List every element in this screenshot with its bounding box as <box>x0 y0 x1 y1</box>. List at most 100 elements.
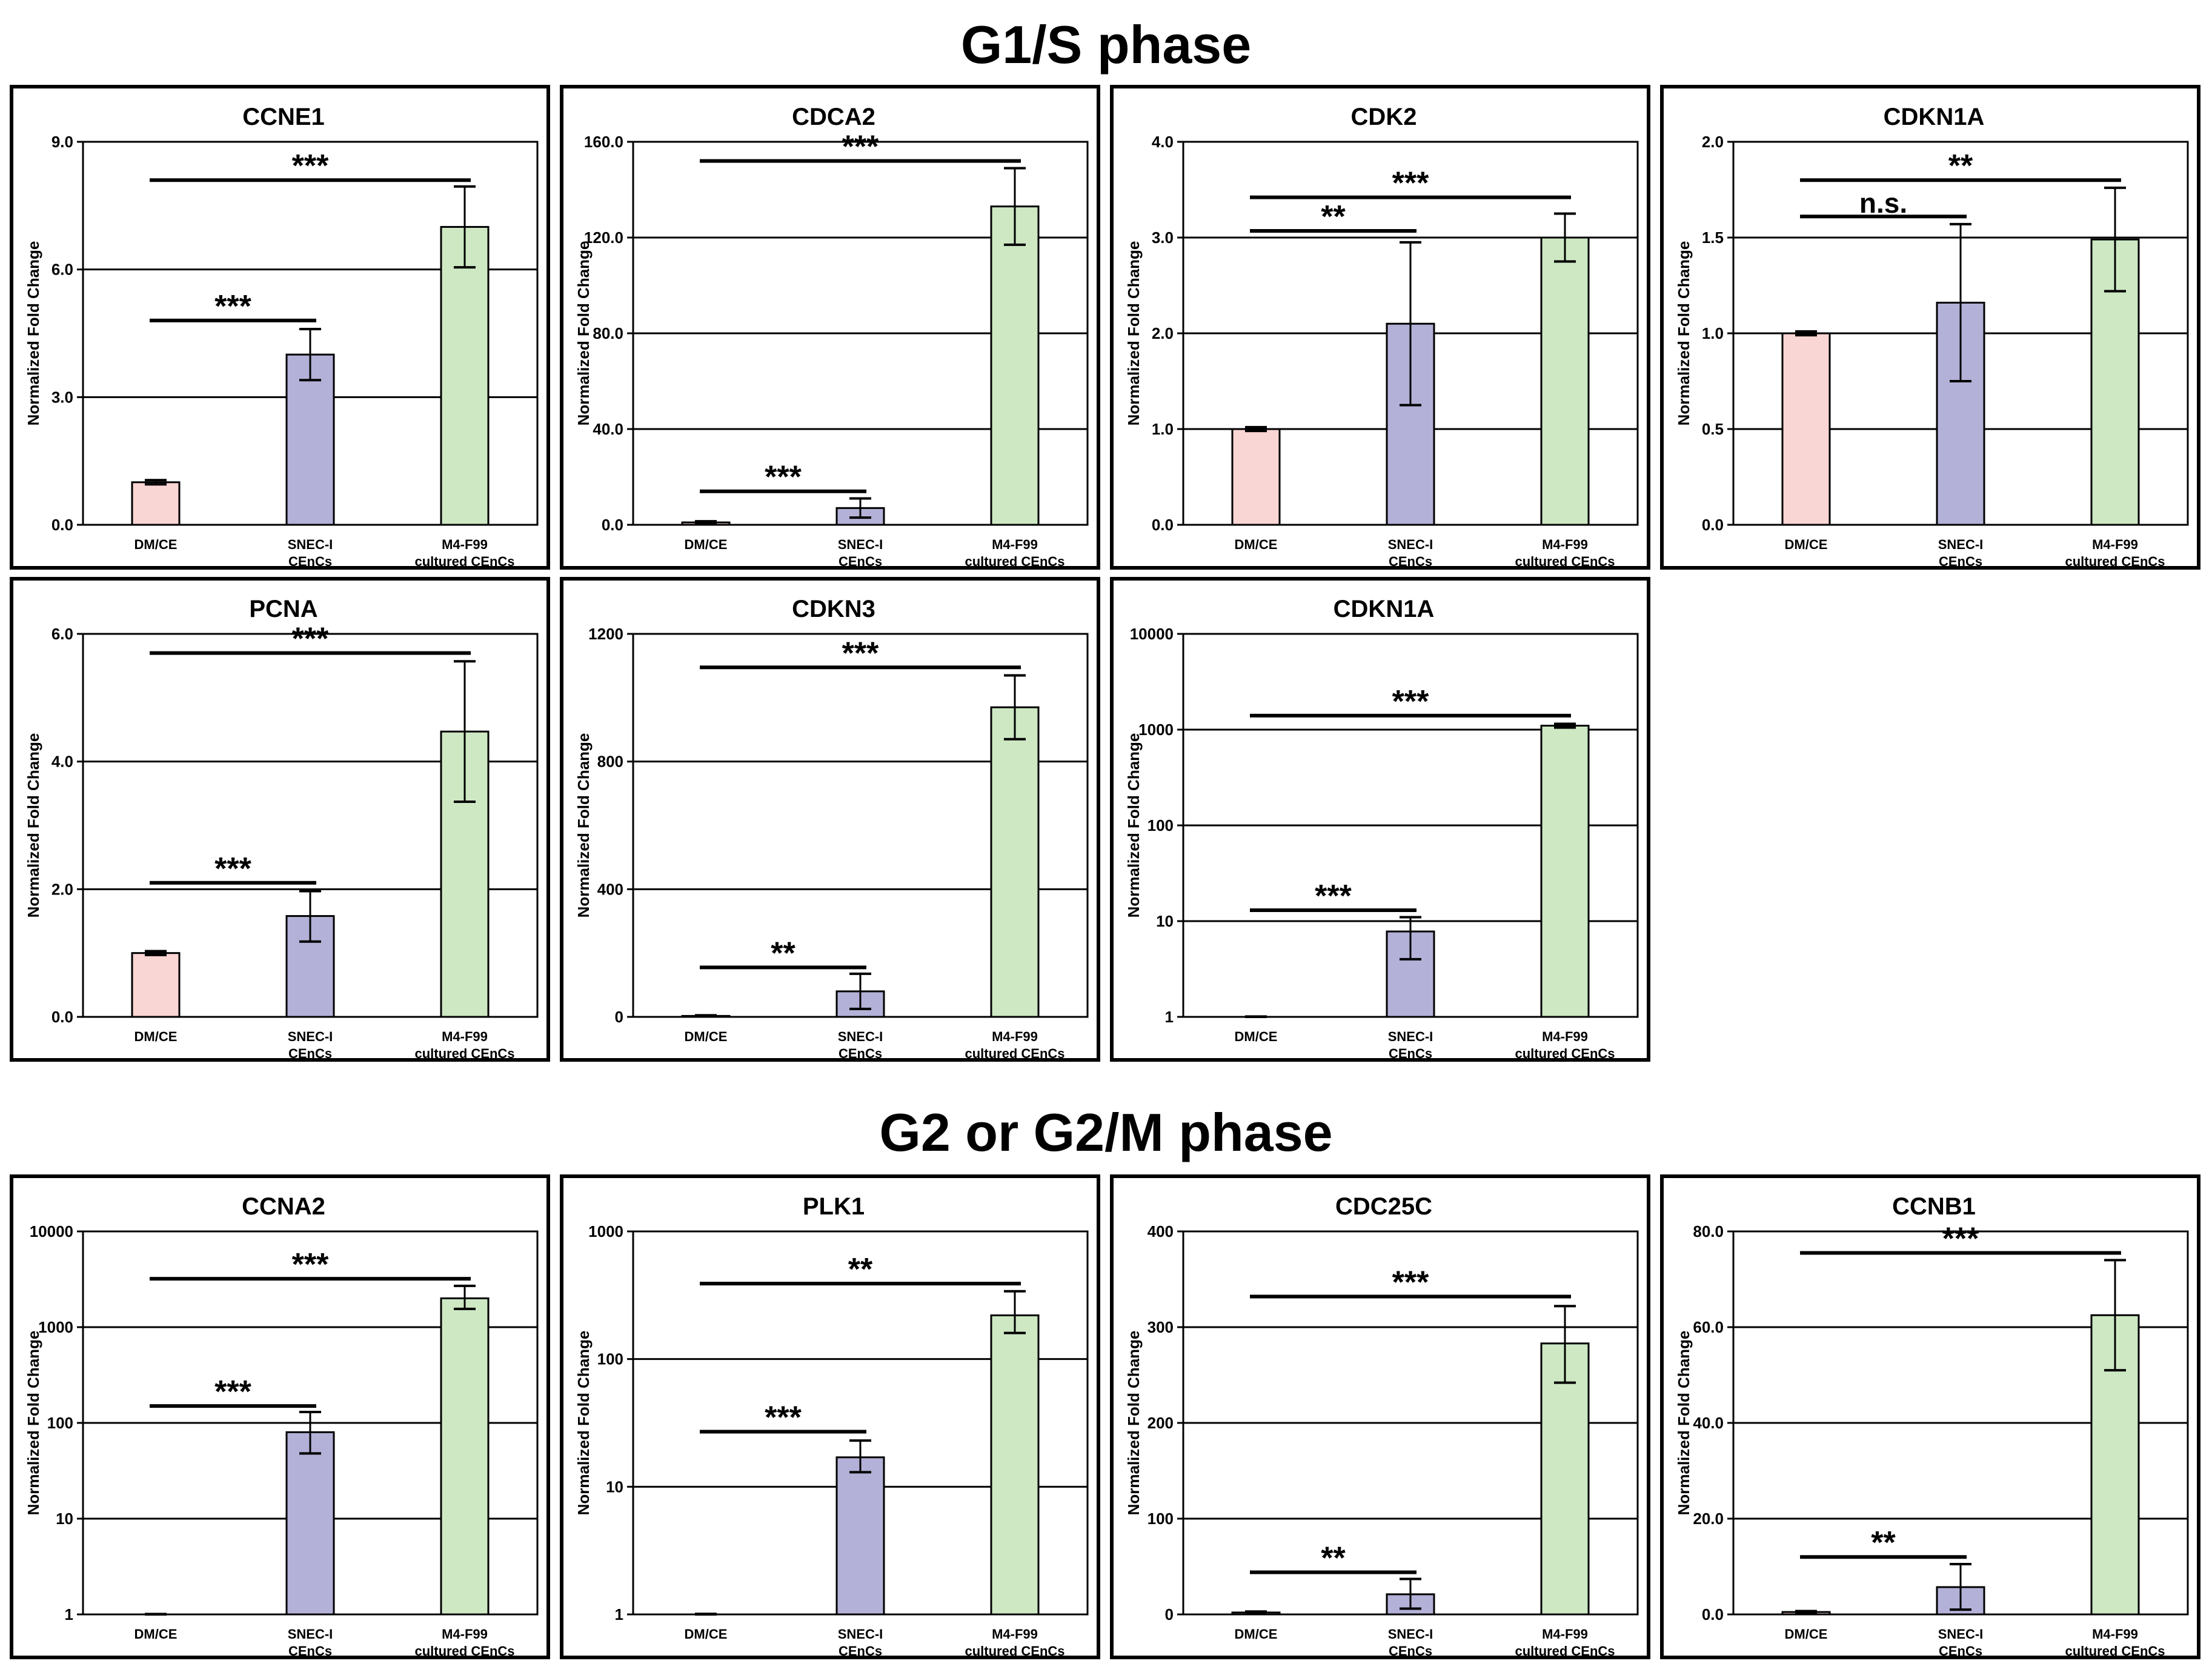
bar-3 <box>440 730 490 1018</box>
category-label: SNEC-I <box>288 537 333 552</box>
category-label: SNEC-I <box>288 1029 333 1044</box>
chart-title: PLK1 <box>803 1193 865 1220</box>
y-tick-label: 2.0 <box>51 880 73 898</box>
y-tick-label: 10000 <box>30 1222 73 1240</box>
bar-3 <box>440 1297 490 1616</box>
category-label: DM/CE <box>135 537 178 552</box>
chart-svg: CCNB1 Normalized Fold Change 0.0 20.0 40.0 60… <box>1675 1193 2189 1659</box>
y-axis-label: Normalized Fold Change <box>1675 241 1693 426</box>
bar-3 <box>440 225 490 526</box>
y-tick-label: 400 <box>597 880 623 898</box>
category-label: cultured CEnCs <box>2065 1643 2165 1659</box>
category-label: DM/CE <box>685 537 728 552</box>
category-label: cultured CEnCs <box>965 1643 1064 1659</box>
significance-label: ** <box>1321 199 1346 235</box>
category-label: SNEC-I <box>838 1029 883 1044</box>
category-label: SNEC-I <box>1388 1627 1433 1642</box>
category-label: DM/CE <box>135 1029 178 1044</box>
significance-label: *** <box>765 1400 802 1435</box>
bar-1 <box>1781 332 1831 526</box>
category-label: CEnCs <box>1939 554 1982 569</box>
bar-3 <box>1540 724 1590 1018</box>
category-label: M4-F99 <box>442 537 488 552</box>
bar-3 <box>1540 236 1590 526</box>
y-axis-label: Normalized Fold Change <box>574 733 593 918</box>
y-tick-label: 100 <box>597 1350 623 1368</box>
significance-label: ** <box>848 1252 873 1287</box>
bar-1 <box>131 481 181 526</box>
y-tick-label: 3.0 <box>51 388 73 406</box>
significance-label: *** <box>1392 684 1429 719</box>
y-tick-label: 10 <box>1156 912 1174 930</box>
y-tick-label: 1.0 <box>1152 420 1174 438</box>
category-label: cultured CEnCs <box>414 554 514 569</box>
chart-svg: PLK1 Normalized Fold Change 1 10 100 1000 DM/C… <box>574 1193 1089 1659</box>
category-label: M4-F99 <box>992 537 1038 552</box>
category-label: M4-F99 <box>992 1627 1038 1642</box>
bar-1 <box>131 952 181 1018</box>
category-label: cultured CEnCs <box>2065 554 2165 569</box>
chart-panel-pcna: PCNA Normalized Fold Change 0.0 2.0 4.0 6.0 DM… <box>10 577 550 1062</box>
chart-title: CCNA2 <box>242 1193 325 1220</box>
y-tick-label: 200 <box>1148 1414 1174 1432</box>
y-tick-label: 80.0 <box>593 324 623 342</box>
y-axis-label: Normalized Fold Change <box>1124 1331 1143 1516</box>
significance-label: *** <box>214 851 251 887</box>
significance-label: *** <box>842 636 879 671</box>
chart-svg: CDK2 Normalized Fold Change 0.0 1.0 2.0 3.0 4.… <box>1124 104 1639 569</box>
chart-title: CCNE1 <box>242 104 325 130</box>
significance-label: *** <box>292 622 329 657</box>
significance-label: ** <box>1871 1525 1896 1560</box>
y-tick-label: 800 <box>597 753 623 771</box>
category-label: M4-F99 <box>992 1029 1038 1044</box>
category-label: SNEC-I <box>838 1627 883 1642</box>
chart-title: PCNA <box>249 596 317 622</box>
chart-title: CDKN1A <box>1334 596 1435 622</box>
y-tick-label: 6.0 <box>51 625 73 643</box>
category-label: CEnCs <box>1389 1643 1432 1659</box>
significance-label: *** <box>1392 1265 1429 1300</box>
chart-svg: PCNA Normalized Fold Change 0.0 2.0 4.0 6.0 DM… <box>24 596 539 1061</box>
chart-panel-cdc25c: CDC25C Normalized Fold Change 0 100 200 300 40… <box>1110 1174 1650 1659</box>
y-tick-label: 0.0 <box>1152 516 1174 534</box>
category-label: CEnCs <box>839 1046 882 1061</box>
significance-label: ** <box>771 936 795 971</box>
y-axis-label: Normalized Fold Change <box>24 1331 42 1516</box>
chart-panel-ccnb1: CCNB1 Normalized Fold Change 0.0 20.0 40.0 60… <box>1660 1174 2200 1659</box>
y-tick-label: 1200 <box>588 625 623 643</box>
category-label: SNEC-I <box>1388 1029 1433 1044</box>
bar-2 <box>285 1431 335 1616</box>
y-axis-label: Normalized Fold Change <box>24 241 42 426</box>
category-label: cultured CEnCs <box>414 1046 514 1061</box>
significance-label: *** <box>292 1247 329 1282</box>
y-tick-label: 300 <box>1148 1318 1174 1336</box>
category-label: SNEC-I <box>1938 1627 1984 1642</box>
y-tick-label: 1 <box>1165 1008 1174 1026</box>
category-label: cultured CEnCs <box>1515 1643 1615 1659</box>
section-title-g2m: G2 or G2/M phase <box>879 1102 1333 1162</box>
y-tick-label: 100 <box>1148 1510 1174 1528</box>
category-label: CEnCs <box>288 1643 332 1659</box>
category-label: CEnCs <box>288 1046 332 1061</box>
chart-svg: CCNA2 Normalized Fold Change 1 10 100 1000 100… <box>24 1193 539 1659</box>
y-tick-label: 120.0 <box>584 228 623 247</box>
category-label: cultured CEnCs <box>1515 554 1615 569</box>
category-label: DM/CE <box>1785 1627 1828 1642</box>
y-tick-label: 100 <box>1148 816 1174 834</box>
section-title-g1s: G1/S phase <box>960 15 1252 75</box>
chart-panel-cdkn3: CDKN3 Normalized Fold Change 0 400 800 1200 DM… <box>560 577 1100 1062</box>
category-label: SNEC-I <box>1388 537 1433 552</box>
y-axis-label: Normalized Fold Change <box>574 1331 593 1516</box>
bar-3 <box>1540 1342 1590 1616</box>
category-label: M4-F99 <box>2092 1627 2138 1642</box>
category-label: M4-F99 <box>442 1029 488 1044</box>
chart-svg: CDKN1A Normalized Fold Change 1 10 100 1000 10… <box>1124 596 1639 1061</box>
chart-panel-cdk2: CDK2 Normalized Fold Change 0.0 1.0 2.0 3.0 4.… <box>1110 85 1650 570</box>
category-label: M4-F99 <box>442 1627 488 1642</box>
bar-2 <box>835 1456 885 1616</box>
y-tick-label: 6.0 <box>51 261 73 279</box>
category-label: cultured CEnCs <box>414 1643 514 1659</box>
y-tick-label: 3.0 <box>1152 228 1174 247</box>
category-label: SNEC-I <box>838 537 883 552</box>
category-label: cultured CEnCs <box>965 1046 1064 1061</box>
